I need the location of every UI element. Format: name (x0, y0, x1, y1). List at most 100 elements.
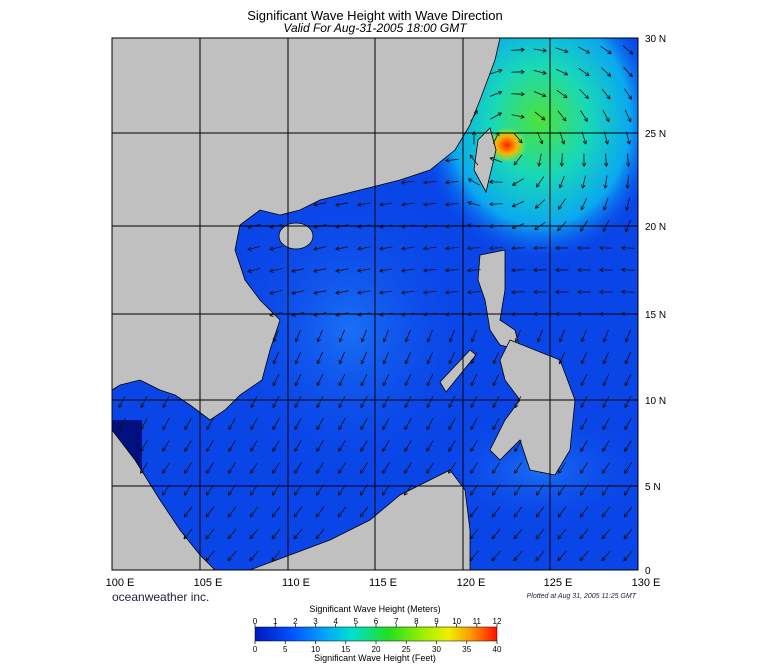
wave-arrow (467, 268, 481, 273)
wave-arrow (448, 329, 455, 343)
wave-arrow (624, 329, 631, 343)
wave-arrow (272, 373, 280, 387)
wave-arrow (445, 290, 459, 295)
wave-arrow (184, 462, 192, 474)
latitude-label: 15 N (645, 310, 666, 321)
wave-arrow (600, 67, 612, 77)
longitude-labels: 100 E 105 E 110 E 115 E 120 E 125 E 130 E (106, 577, 661, 589)
wave-arrow (316, 351, 324, 365)
longitude-label: 105 E (194, 577, 223, 589)
wave-arrow (423, 246, 437, 251)
wave-arrow (360, 396, 368, 409)
colorbar-tick-label: 5 (354, 617, 359, 626)
wave-arrow (162, 462, 170, 474)
wave-arrow (578, 67, 590, 77)
wave-arrow (315, 528, 325, 540)
wave-arrow (379, 290, 393, 295)
colorbar-tick-label: 4 (333, 617, 338, 626)
wave-arrow (602, 110, 610, 123)
wave-arrow (426, 351, 434, 365)
wave-arrow (184, 418, 192, 430)
wave-arrow (426, 329, 433, 343)
wave-arrow (581, 131, 587, 145)
wave-arrow (599, 245, 613, 251)
wave-arrow (602, 440, 610, 452)
colorbar-title-feet: Significant Wave Height (Feet) (314, 653, 436, 663)
wave-arrow (555, 289, 569, 295)
colorbar-tick-label: 8 (414, 617, 419, 626)
wave-arrow (404, 440, 412, 452)
wave-arrow (621, 289, 635, 295)
wave-arrow (206, 418, 214, 430)
wave-arrow (294, 418, 302, 430)
wave-arrow (426, 462, 434, 474)
wave-arrow (579, 89, 589, 100)
colorbar-tick-label: 40 (493, 645, 502, 654)
latitude-label: 0 (645, 566, 651, 577)
wave-arrow (581, 153, 587, 167)
wave-arrow (469, 528, 479, 540)
wave-arrow (579, 550, 589, 562)
wave-arrow (513, 132, 523, 144)
wave-arrow (162, 418, 170, 430)
wave-arrow (511, 289, 525, 295)
longitude-label: 125 E (544, 577, 573, 589)
wave-arrow (294, 462, 302, 474)
wave-arrow (556, 89, 568, 99)
wave-arrow (580, 373, 588, 387)
wave-arrow (335, 268, 349, 273)
wave-arrow (338, 462, 346, 474)
wave-arrow (206, 462, 214, 474)
wave-arrow (624, 462, 632, 474)
wave-arrow (559, 131, 566, 145)
wave-arrow (272, 329, 279, 343)
wave-arrow (335, 202, 349, 207)
wave-arrow (228, 462, 236, 474)
plotted-note: Plotted at Aug 31, 2005 11:25 GMT (527, 593, 637, 600)
colorbar-tick-label: 0 (253, 617, 258, 626)
wave-arrow (448, 351, 456, 365)
taiwan (473, 127, 497, 194)
wave-arrow (184, 440, 192, 452)
wave-arrow (492, 462, 500, 474)
colorbar-tick-label: 20 (372, 645, 381, 654)
wave-arrow (579, 506, 589, 518)
wave-arrow (580, 351, 588, 365)
wave-arrow (404, 373, 412, 387)
wave-arrow (511, 267, 525, 273)
wave-arrow (469, 154, 479, 166)
latitude-label: 25 N (645, 129, 666, 140)
longitude-label: 120 E (457, 577, 486, 589)
wave-arrow (557, 550, 567, 562)
wave-arrow (247, 245, 261, 251)
wave-arrow (601, 88, 611, 100)
wave-arrow (580, 396, 588, 409)
wave-arrow (467, 201, 481, 207)
latitude-labels: 30 N 25 N 20 N 15 N 10 N 5 N 0 (645, 34, 666, 577)
wave-arrow (467, 290, 481, 295)
wave-arrow (514, 440, 522, 452)
wave-arrow (118, 396, 126, 409)
map-area (112, 38, 638, 570)
wave-arrow (401, 180, 415, 185)
wave-arrow (578, 46, 591, 54)
wave-arrow (577, 267, 591, 273)
wave-arrow (357, 290, 371, 295)
wave-arrow (294, 351, 302, 365)
wave-arrow (335, 246, 349, 251)
wave-arrow (558, 351, 566, 365)
colorbar-ticks: 0 1 2 3 4 5 6 7 8 9 10 11 120 5 10 15 20 25 30 35 40 (253, 617, 502, 654)
wave-arrow (624, 396, 632, 409)
wave-arrow (603, 175, 608, 189)
wave-arrow (602, 396, 610, 409)
colorbar-tick-label: 12 (493, 617, 502, 626)
peninsula (112, 429, 216, 570)
colorbar-tick-label: 25 (402, 645, 411, 654)
wave-arrow (316, 396, 324, 409)
wave-arrow (491, 506, 501, 518)
longitude-label: 115 E (369, 577, 397, 589)
colorbar-tick-label: 1 (273, 617, 278, 626)
wave-arrow (272, 440, 280, 452)
wave-arrow (313, 246, 327, 251)
wave-arrow (382, 462, 390, 474)
